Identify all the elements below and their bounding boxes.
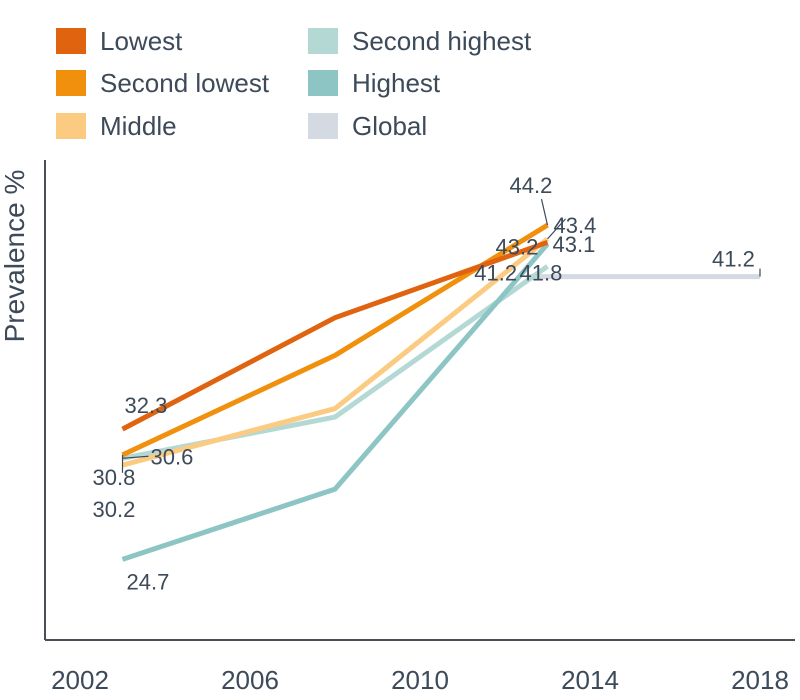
- legend-label: Middle: [100, 110, 177, 141]
- legend-label: Lowest: [100, 25, 183, 56]
- series-line-second-lowest: [121, 222, 549, 458]
- legend-item-second-highest: Second highest: [308, 24, 531, 58]
- data-label-second-highest: 30.6: [151, 444, 194, 469]
- data-label-middle: 43.4: [554, 213, 597, 238]
- x-tick-label: 2018: [731, 665, 789, 695]
- series-line-second-highest: [122, 264, 549, 461]
- legend-item-middle: Middle: [56, 109, 177, 143]
- x-tick-labels: 2002 2006 2010 2014 2018: [51, 665, 789, 695]
- legend-swatch-global: [308, 113, 338, 139]
- legend-label: Highest: [352, 67, 441, 98]
- x-tick-label: 2014: [561, 665, 619, 695]
- label-leader-line: [547, 218, 566, 240]
- data-label-global: 41.2: [712, 247, 755, 272]
- x-tick-label: 2002: [51, 665, 109, 695]
- x-tick-label: 2006: [221, 665, 279, 695]
- y-axis-title: Prevalence %: [0, 170, 30, 343]
- legend-item-global: Global: [308, 109, 427, 143]
- legend-label: Global: [352, 110, 428, 141]
- legend-swatch-second-lowest: [56, 70, 86, 96]
- chart-legend: Lowest Second lowest Middle Second highe…: [56, 24, 596, 144]
- label-leader-lines: [121, 199, 761, 473]
- series-line-highest: [121, 242, 550, 562]
- legend-swatch-middle: [56, 113, 86, 139]
- data-label-lowest: 43.2: [496, 234, 539, 259]
- series-line-middle: [121, 236, 550, 468]
- legend-item-second-lowest: Second lowest: [56, 66, 269, 100]
- legend-swatch-lowest: [56, 28, 86, 54]
- legend-item-highest: Highest: [308, 66, 440, 100]
- legend-swatch-highest: [308, 70, 338, 96]
- data-label-second-lowest: 44.2: [510, 173, 553, 198]
- data-label-second-highest: 41.8: [520, 260, 563, 285]
- legend-label: Second highest: [352, 25, 532, 56]
- series-line-lowest: [121, 239, 549, 432]
- label-leader-line: [122, 455, 149, 459]
- legend-item-lowest: Lowest: [56, 24, 182, 58]
- data-label-global: 41.2: [474, 261, 517, 286]
- data-label-highest: 43.1: [553, 232, 596, 257]
- legend-swatch-second-highest: [308, 28, 338, 54]
- data-label-highest: 24.7: [127, 569, 170, 594]
- series-lines: [121, 222, 760, 562]
- data-labels: 32.3 30.8 30.2 30.6 24.7 44.243.4 43.2 43.1 41.2…: [93, 173, 755, 594]
- data-label-second-lowest: 30.8: [93, 465, 136, 490]
- x-tick-label: 2010: [391, 665, 449, 695]
- axes: Prevalence %: [0, 160, 795, 641]
- label-leader-line: [540, 199, 549, 226]
- legend-label: Second lowest: [100, 67, 270, 98]
- data-label-lowest: 32.3: [125, 393, 168, 418]
- data-label-middle: 30.2: [93, 497, 136, 522]
